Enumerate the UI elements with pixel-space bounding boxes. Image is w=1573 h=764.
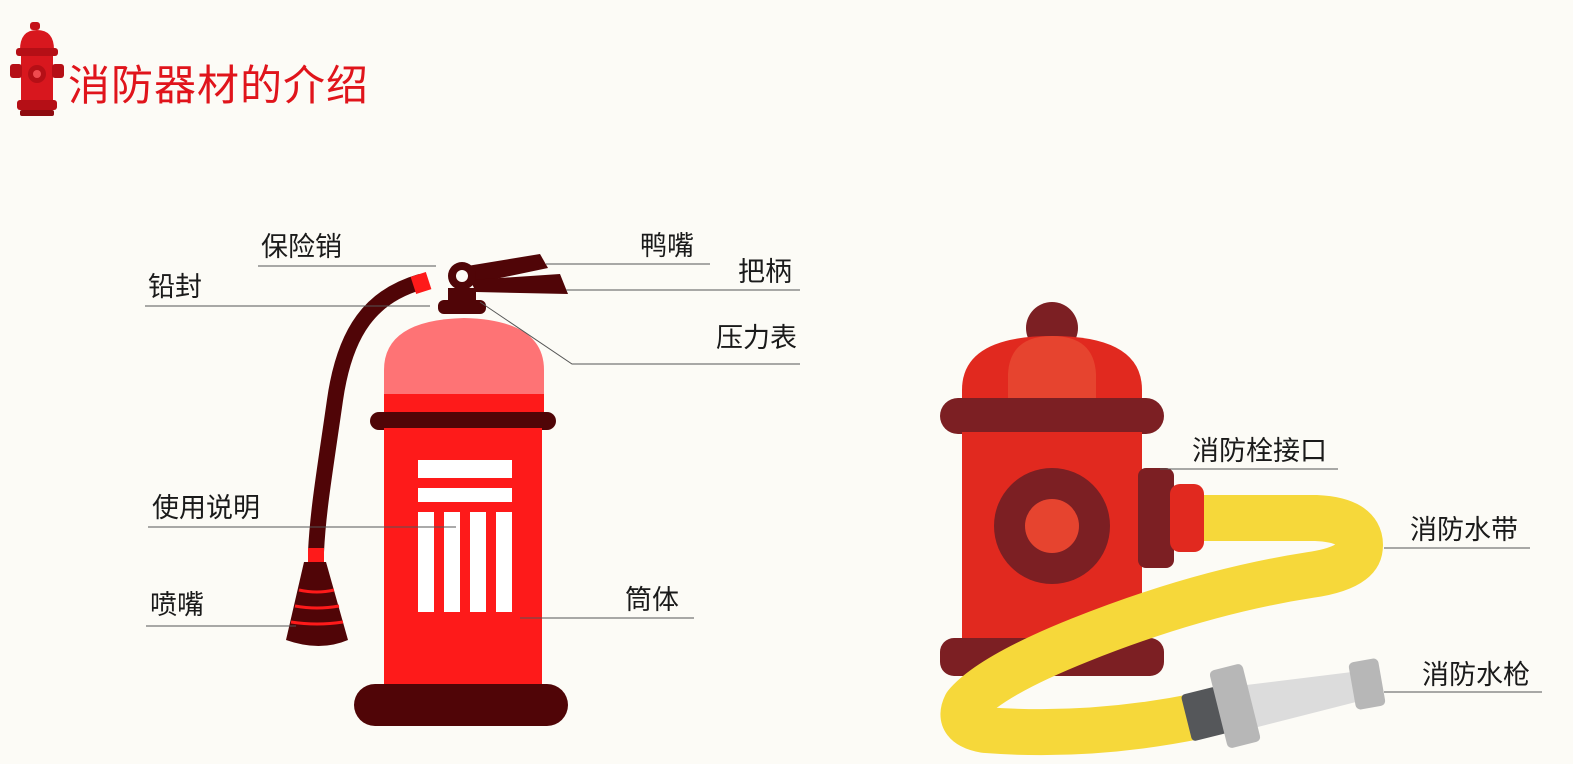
label-fire-nozzle: 消防水枪 (1422, 660, 1530, 691)
page-title: 消防器材的介绍 (68, 61, 370, 110)
label-instructions: 使用说明 (152, 493, 260, 524)
label-fire-hose: 消防水带 (1410, 515, 1518, 546)
label-lead-seal: 铅封 (148, 272, 202, 303)
label-duck-beak: 鸭嘴 (640, 231, 694, 262)
fire-nozzle-icon (1181, 658, 1386, 748)
label-handle: 把柄 (738, 257, 792, 288)
label-pressure-gauge: 压力表 (716, 323, 797, 354)
fire-extinguisher-icon (286, 254, 568, 726)
extinguisher-leader-lines (145, 263, 800, 627)
label-cylinder: 筒体 (625, 585, 679, 616)
label-hydrant-interface: 消防栓接口 (1192, 436, 1327, 467)
label-safety-pin: 保险销 (261, 232, 342, 263)
fire-hydrant-logo-icon (10, 22, 64, 116)
label-nozzle: 喷嘴 (150, 590, 204, 621)
hydrant-leader-lines (1160, 468, 1542, 693)
fire-hose-icon (940, 495, 1383, 756)
